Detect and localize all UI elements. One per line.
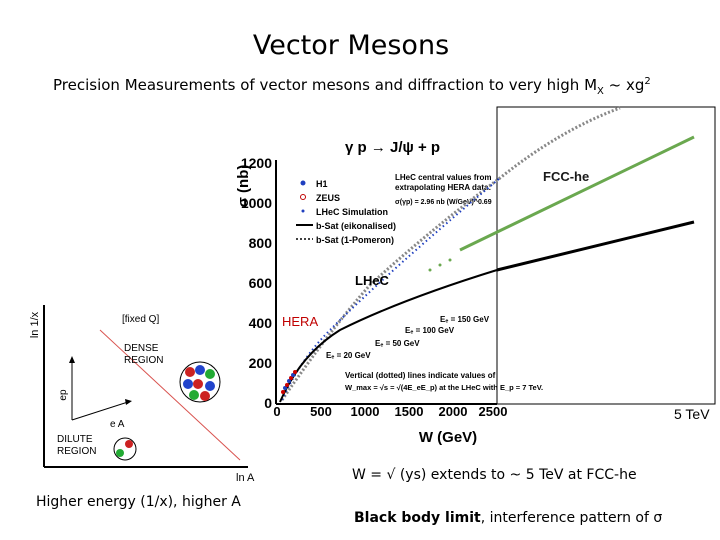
y-tick-0: 0	[264, 395, 272, 411]
x-tick-1500: 1500	[395, 404, 424, 419]
nucleon-icon	[205, 369, 215, 379]
nucleon-icon	[200, 391, 210, 401]
fcc-sim-points	[428, 258, 452, 272]
legend-sim: LHeC Simulation	[316, 207, 388, 217]
energy-label-20: Eₑ = 20 GeV	[326, 351, 371, 360]
y-tick-600: 600	[249, 275, 273, 291]
hera-point	[283, 386, 287, 390]
fcc-region-box	[496, 106, 716, 405]
caption-bb-rest: , interference pattern of σ	[480, 510, 663, 526]
page-title: Vector Mesons	[252, 30, 450, 61]
hera-points	[281, 370, 297, 394]
subtitle: Precision Measurements of vector mesons …	[53, 76, 651, 97]
caption-bb-bold: Black body limit	[354, 510, 481, 526]
ep-arrow-head	[69, 356, 75, 363]
y-tick-1000: 1000	[241, 195, 272, 211]
sim-point	[438, 263, 442, 267]
note-bottom-1: Vertical (dotted) lines indicate values …	[345, 371, 496, 380]
caption-black-body: Black body limit, interference pattern o…	[354, 510, 662, 526]
diagram-dense-2: REGION	[124, 355, 163, 366]
diagram-ea: e A	[110, 419, 125, 430]
hera-point	[287, 379, 291, 383]
legend-eik: b-Sat (eikonalised)	[316, 221, 396, 231]
legend-zeus: ZEUS	[316, 193, 340, 203]
nucleon-icon	[185, 367, 195, 377]
nucleon-icon	[195, 365, 205, 375]
density-diagram: ln 1/x ln A [fixed Q] DENSE REGION DILUT…	[29, 305, 255, 484]
diagram-dilute-2: REGION	[57, 446, 96, 457]
x-ticks: 0 500 1000 1500 2000 2500	[273, 404, 507, 419]
nucleon-icon	[193, 379, 203, 389]
subtitle-prefix: Precision Measurements of vector mesons …	[53, 76, 598, 94]
ea-arrow-head	[125, 399, 132, 405]
hera-label: HERA	[282, 314, 319, 329]
y-tick-1200: 1200	[241, 155, 272, 171]
subtitle-sub: X	[597, 86, 604, 97]
x-tick-2500: 2500	[479, 404, 508, 419]
diagram-dense-1: DENSE	[124, 343, 159, 354]
dilute-nucleus-icon	[113, 437, 137, 461]
legend-marker-zeus	[300, 194, 306, 200]
tev-label: 5 TeV	[674, 406, 710, 422]
legend-pom: b-Sat (1-Pomeron)	[316, 235, 394, 245]
caption-energy: Higher energy (1/x), higher A	[36, 494, 241, 510]
energy-label-100: Eₑ = 100 GeV	[405, 326, 455, 335]
fcc-label: FCC-he	[543, 169, 590, 184]
sim-point	[448, 258, 452, 262]
note-formula: σ(γp) = 2.96 nb (W/GeV)^0.69	[395, 198, 492, 206]
nucleon-icon	[125, 440, 133, 448]
ea-arrow	[71, 401, 129, 421]
legend-marker-sim	[301, 209, 305, 213]
nucleon-icon	[183, 379, 193, 389]
x-tick-0: 0	[273, 404, 280, 419]
energy-label-150: Eₑ = 150 GeV	[440, 315, 490, 324]
legend: H1 ZEUS LHeC Simulation b-Sat (eikonalis…	[296, 179, 396, 245]
lhec-extrapolation-line	[496, 220, 695, 272]
fcc-extrapolation-line	[459, 135, 695, 252]
diagram-ep: ep	[58, 389, 69, 401]
dense-boundary	[99, 329, 241, 461]
reaction-label: γ p → J/ψ + p	[345, 139, 440, 156]
y-tick-400: 400	[249, 315, 273, 331]
y-axis-label: σ (nb)	[235, 165, 252, 208]
lhec-label: LHeC	[355, 273, 389, 288]
y-tick-200: 200	[249, 355, 273, 371]
subtitle-sup: 2	[644, 76, 651, 87]
y-ticks: 0 200 400 600 800 1000 1200	[241, 155, 272, 411]
nucleon-icon	[205, 381, 215, 391]
nucleon-icon	[189, 390, 199, 400]
subtitle-mid: ~ xg	[603, 76, 645, 94]
x-axis-label: W (GeV)	[419, 429, 477, 446]
note-top: LHeC central values from extrapolating H…	[395, 173, 494, 192]
legend-marker-h1	[300, 180, 306, 186]
dense-nucleus-icon	[179, 361, 221, 403]
x-tick-2000: 2000	[439, 404, 468, 419]
note-bottom-2: W_max = √s = √(4E_eE_p) at the LHeC with…	[345, 383, 543, 392]
hera-point	[293, 370, 297, 374]
x-tick-1000: 1000	[351, 404, 380, 419]
energy-label-50: Eₑ = 50 GeV	[375, 339, 420, 348]
hera-point	[281, 390, 285, 394]
diagram-ylabel: ln 1/x	[29, 311, 41, 338]
nucleon-icon	[116, 449, 124, 457]
legend-h1: H1	[316, 179, 328, 189]
curve-one-pomeron	[280, 106, 621, 401]
diagram-xlabel: ln A	[236, 472, 255, 484]
y-tick-800: 800	[249, 235, 273, 251]
hera-point	[285, 383, 289, 387]
sim-point	[428, 268, 432, 272]
x-tick-500: 500	[310, 404, 332, 419]
diagram-fixed-q: [fixed Q]	[122, 314, 159, 325]
hera-point	[291, 373, 295, 377]
caption-w-extends: W = √ (ys) extends to ~ 5 TeV at FCC-he	[352, 467, 637, 483]
curve-lhec-sim	[281, 177, 501, 401]
hera-point	[289, 376, 293, 380]
diagram-dilute-1: DILUTE	[57, 434, 93, 445]
